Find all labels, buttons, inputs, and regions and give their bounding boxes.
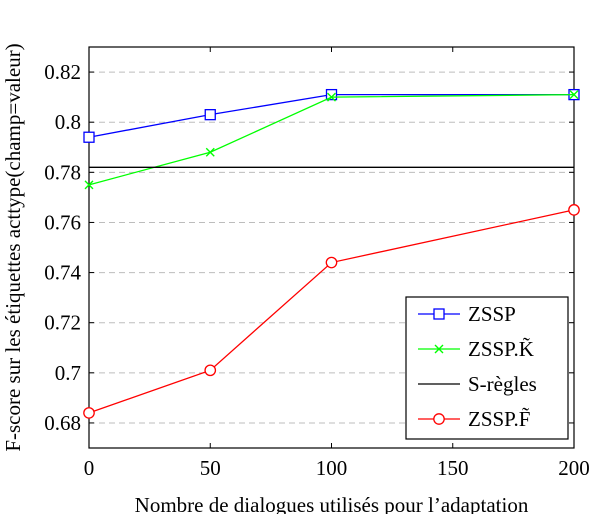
legend-entry: ZSSP.K̃ <box>418 337 534 361</box>
series-3 <box>83 204 580 419</box>
data-point <box>84 180 94 190</box>
y-tick-label: 0.78 <box>44 160 81 184</box>
x-tick-label: 0 <box>84 456 95 480</box>
x-tick-label: 200 <box>558 456 590 480</box>
data-point <box>205 147 215 157</box>
y-tick-label: 0.72 <box>44 311 81 335</box>
legend-label: S-règles <box>468 372 537 396</box>
legend-label: ZSSP <box>468 302 516 326</box>
x-tick-label: 150 <box>437 456 469 480</box>
series-line <box>88 209 575 414</box>
legend-entry: ZSSP <box>418 302 516 326</box>
y-tick-label: 0.8 <box>55 110 81 134</box>
data-point <box>325 88 338 101</box>
data-point <box>204 109 216 121</box>
x-tick-label: 50 <box>200 456 221 480</box>
legend-box <box>405 296 569 440</box>
data-point <box>83 131 95 143</box>
legend: ZSSP ZSSP.K̃ S-règles ZSSP.F̃ <box>405 296 569 440</box>
y-axis-label: F-score sur les étiquettes acttype(champ… <box>1 43 25 451</box>
data-point <box>83 407 95 419</box>
y-tick-label: 0.7 <box>55 361 81 385</box>
axis-ticks: 0.68 0.7 0.72 0.74 0.76 0.78 0.8 0.82 0 50 100 150 2… <box>44 47 590 480</box>
data-point <box>204 364 217 377</box>
data-point <box>569 90 579 100</box>
legend-label: ZSSP.K̃ <box>468 337 534 361</box>
x-tick-label: 100 <box>316 456 348 480</box>
data-point <box>325 256 338 269</box>
series-line <box>88 93 575 186</box>
legend-label: ZSSP.F̃ <box>468 407 530 431</box>
data-point <box>433 308 445 320</box>
series-1 <box>84 90 579 190</box>
y-tick-label: 0.76 <box>44 210 81 234</box>
data-point <box>327 92 336 102</box>
y-tick-label: 0.74 <box>44 261 81 285</box>
legend-entry: ZSSP.F̃ <box>418 407 530 431</box>
data-point <box>434 344 444 354</box>
x-axis-label: Nombre de dialogues utilisés pour l’adap… <box>135 493 529 514</box>
y-tick-label: 0.82 <box>44 60 81 84</box>
series-line <box>88 93 574 138</box>
series-layer <box>83 88 580 419</box>
data-point <box>568 204 580 216</box>
data-point <box>433 413 445 425</box>
y-tick-label: 0.68 <box>44 411 81 435</box>
legend-entry: S-règles <box>418 372 537 396</box>
